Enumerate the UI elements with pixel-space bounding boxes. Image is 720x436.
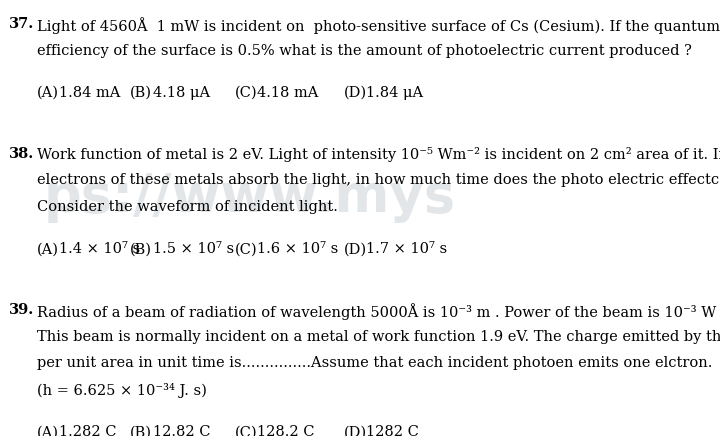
Text: 12.82 C: 12.82 C [153,425,210,436]
Text: 128.2 C: 128.2 C [257,425,314,436]
Text: (C): (C) [235,425,257,436]
Text: 1.4 × 10⁷ s: 1.4 × 10⁷ s [59,242,140,256]
Text: 1282 C: 1282 C [366,425,418,436]
Text: 1.6 × 10⁷ s: 1.6 × 10⁷ s [257,242,338,256]
Text: 1.7 × 10⁷ s: 1.7 × 10⁷ s [366,242,447,256]
Text: 39.: 39. [9,303,34,317]
Text: (D): (D) [343,425,366,436]
Text: 4.18 mA: 4.18 mA [257,86,318,100]
Text: Consider the waveform of incident light.: Consider the waveform of incident light. [37,200,338,214]
Text: 1.84 μA: 1.84 μA [366,86,423,100]
Text: (B): (B) [130,425,153,436]
Text: (D): (D) [343,242,366,256]
Text: This beam is normally incident on a metal of work function 1.9 eV. The charge em: This beam is normally incident on a meta… [37,330,720,344]
Text: Radius of a beam of radiation of wavelength 5000Å is 10⁻³ m . Power of the beam : Radius of a beam of radiation of wavelen… [37,303,720,320]
Text: 1.282 C: 1.282 C [59,425,117,436]
Text: 37.: 37. [9,17,34,31]
Text: (D): (D) [343,86,366,100]
Text: 1.5 × 10⁷ s: 1.5 × 10⁷ s [153,242,234,256]
Text: Work function of metal is 2 eV. Light of intensity 10⁻⁵ Wm⁻² is incident on 2 cm: Work function of metal is 2 eV. Light of… [37,147,720,162]
Text: 38.: 38. [9,147,34,161]
Text: ps://www.mys: ps://www.mys [43,171,455,223]
Text: (A): (A) [37,86,59,100]
Text: Light of 4560Å  1 mW is incident on  photo-sensitive surface of Cs (Cesium). If : Light of 4560Å 1 mW is incident on photo… [37,17,720,34]
Text: (C): (C) [235,242,257,256]
Text: (A): (A) [37,242,59,256]
Text: (B): (B) [130,242,153,256]
Text: per unit area in unit time is...............Assume that each incident photoen em: per unit area in unit time is...........… [37,357,713,371]
Text: (B): (B) [130,86,153,100]
Text: efficiency of the surface is 0.5% what is the amount of photoelectric current pr: efficiency of the surface is 0.5% what i… [37,44,692,58]
Text: electrons of these metals absorb the light, in how much time does the photo elec: electrons of these metals absorb the lig… [37,174,720,187]
Text: 1.84 mA: 1.84 mA [59,86,121,100]
Text: (C): (C) [235,86,257,100]
Text: (A): (A) [37,425,59,436]
Text: (h = 6.625 × 10⁻³⁴ J. s): (h = 6.625 × 10⁻³⁴ J. s) [37,383,207,398]
Text: 4.18 μA: 4.18 μA [153,86,210,100]
